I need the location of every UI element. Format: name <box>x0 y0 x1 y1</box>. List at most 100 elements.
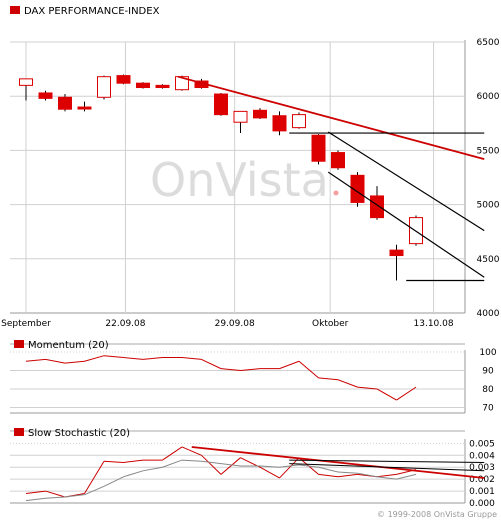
trendline <box>177 75 485 160</box>
momentum-line-segment <box>240 368 261 371</box>
stochastic-line-segment <box>220 457 241 475</box>
stochastic-line-segment <box>259 466 280 479</box>
main-x-tick: 13.10.08 <box>414 319 454 329</box>
stochastic-line-segment <box>103 460 124 463</box>
main-y-tick: 5000 <box>477 201 500 211</box>
stochastic-line-segment <box>220 463 241 467</box>
stochastic-line-segment <box>181 446 202 456</box>
main-y-tick-labels: 4000 4500 5000 5500 6000 6500 <box>477 38 500 319</box>
stochastic-line-segment <box>45 490 66 498</box>
stochastic-line-segment <box>201 460 222 465</box>
candle-bearish <box>58 96 72 110</box>
momentum-line-segment <box>279 360 300 370</box>
stochastic-line-segment <box>162 446 183 461</box>
momentum-grid <box>10 351 465 408</box>
stochastic-title-marker <box>14 428 24 436</box>
main-y-tick: 6500 <box>477 38 500 48</box>
main-grid <box>10 41 465 313</box>
candle-bearish <box>331 152 345 169</box>
momentum-title: Momentum (20) <box>28 340 109 351</box>
main-y-tick: 4000 <box>477 309 500 319</box>
momentum-line-segment <box>220 368 241 371</box>
main-x-tick: 29.09.08 <box>215 319 255 329</box>
candlestick-series <box>19 74 423 281</box>
stochastic-line-segment <box>337 471 358 474</box>
momentum-line-segment <box>318 377 339 381</box>
main-y-tick: 6000 <box>477 92 500 102</box>
candle-bullish <box>175 76 189 91</box>
stochastic-line-segment <box>318 473 339 478</box>
momentum-line-segment <box>45 358 66 364</box>
main-x-tick-labels: September 22.09.08 29.09.08 Oktober 13.10.08 <box>1 319 454 329</box>
main-trendlines <box>177 75 485 282</box>
stochastic-line-segment <box>357 472 378 478</box>
candle-bearish <box>389 249 404 257</box>
stochastic-trendline <box>289 463 485 472</box>
stochastic-title: Slow Stochastic (20) <box>28 428 130 439</box>
stochastic-line-segment <box>396 473 417 480</box>
candle-bearish <box>350 174 365 203</box>
momentum-title-marker <box>14 340 24 348</box>
stochastic-trendline <box>289 459 485 463</box>
momentum-line-segment <box>201 358 222 370</box>
stochastic-line-segment <box>45 496 66 499</box>
stochastic-line-segment <box>123 470 144 478</box>
momentum-line-segment <box>25 358 46 362</box>
momentum-y-tick: 70 <box>482 403 494 413</box>
momentum-line-segment <box>396 386 417 401</box>
stochastic-line-segment <box>181 459 202 462</box>
momentum-y-tick: 90 <box>482 366 494 376</box>
candle-bearish <box>38 92 53 99</box>
candle-bearish <box>155 84 170 89</box>
stochastic-y-tick: 0.003 <box>469 463 495 473</box>
candle-bullish <box>97 76 111 98</box>
candle-bearish <box>214 93 228 116</box>
candle-bearish <box>370 195 384 219</box>
trendline <box>327 171 485 278</box>
candle-bearish <box>77 106 92 110</box>
stochastic-y-tick: 0.002 <box>469 475 495 485</box>
stochastic-line-segment <box>103 476 124 487</box>
stochastic-line-segment <box>201 454 222 475</box>
main-chart-title: DAX PERFORMANCE-INDEX <box>24 6 160 17</box>
main-x-tick: September <box>1 319 51 329</box>
candle-bearish <box>311 134 326 162</box>
stochastic-line-segment <box>84 461 105 494</box>
stochastic-line-segment <box>279 464 300 468</box>
main-title-marker <box>10 6 20 14</box>
candle-bullish <box>233 110 248 123</box>
watermark-logo: OnVista <box>150 153 329 207</box>
stochastic-trendlines <box>191 446 485 479</box>
stochastic-line-segment <box>298 464 319 468</box>
momentum-y-tick-labels: 70 80 90 100 <box>479 348 496 413</box>
momentum-line-segment <box>64 360 85 364</box>
momentum-series <box>25 355 417 401</box>
stochastic-line-segment <box>25 490 46 494</box>
stochastic-y-tick: 0.000 <box>469 499 495 509</box>
main-x-tick: Oktober <box>312 319 349 329</box>
candle-bearish <box>116 75 131 84</box>
stochastic-line-segment <box>142 466 163 472</box>
candle-bullish <box>292 114 306 129</box>
stochastic-trendline <box>191 446 485 479</box>
stochastic-line-segment <box>162 459 183 468</box>
stochastic-line-segment <box>376 476 397 480</box>
stochastic-line-segment <box>64 494 85 498</box>
stochastic-line-segment <box>318 466 339 473</box>
main-y-tick: 5500 <box>477 146 500 156</box>
momentum-line-segment <box>103 355 124 359</box>
momentum-line-segment <box>142 357 163 360</box>
momentum-line-segment <box>84 355 105 362</box>
stochastic-y-tick: 0.005 <box>469 439 495 449</box>
stochastic-line-segment <box>376 473 397 478</box>
stochastic-y-tick-labels: 0.000 0.001 0.002 0.003 0.004 0.005 <box>469 439 495 509</box>
stochastic-y-tick: 0.001 <box>469 487 495 497</box>
momentum-line-segment <box>357 386 378 390</box>
stochastic-line-segment <box>337 473 358 478</box>
candle-bearish <box>253 109 267 119</box>
stochastic-line-segment <box>123 459 144 463</box>
candle-bearish <box>272 115 287 132</box>
trendline <box>327 131 485 232</box>
momentum-line-segment <box>376 388 397 401</box>
